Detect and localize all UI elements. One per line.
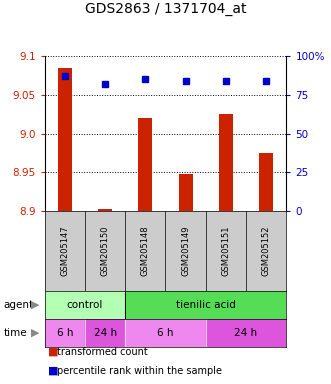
Bar xyxy=(45,291,125,319)
Text: GSM205150: GSM205150 xyxy=(101,226,110,276)
Text: GSM205149: GSM205149 xyxy=(181,226,190,276)
Text: 6 h: 6 h xyxy=(157,328,174,338)
Bar xyxy=(125,291,286,319)
Text: tienilic acid: tienilic acid xyxy=(176,300,236,310)
Text: 6 h: 6 h xyxy=(57,328,73,338)
Bar xyxy=(98,209,112,211)
Text: agent: agent xyxy=(3,300,33,310)
Text: ■: ■ xyxy=(48,347,59,357)
Text: GSM205147: GSM205147 xyxy=(60,226,69,276)
Text: ▶: ▶ xyxy=(31,328,40,338)
Text: ▶: ▶ xyxy=(31,300,40,310)
Text: 24 h: 24 h xyxy=(94,328,117,338)
Bar xyxy=(58,68,72,211)
Text: time: time xyxy=(3,328,27,338)
Text: transformed count: transformed count xyxy=(57,347,148,357)
Text: ■: ■ xyxy=(48,366,59,376)
Bar xyxy=(179,174,193,211)
Text: GSM205148: GSM205148 xyxy=(141,226,150,276)
Text: percentile rank within the sample: percentile rank within the sample xyxy=(57,366,222,376)
Bar xyxy=(138,118,152,211)
Bar xyxy=(125,319,206,347)
Text: control: control xyxy=(67,300,103,310)
Bar xyxy=(219,114,233,211)
Bar xyxy=(45,319,85,347)
Text: GSM205152: GSM205152 xyxy=(262,226,271,276)
Text: GSM205151: GSM205151 xyxy=(221,226,230,276)
Bar xyxy=(85,319,125,347)
Text: 24 h: 24 h xyxy=(234,328,258,338)
Text: GDS2863 / 1371704_at: GDS2863 / 1371704_at xyxy=(85,3,246,17)
Bar xyxy=(206,319,286,347)
Bar xyxy=(259,153,273,211)
